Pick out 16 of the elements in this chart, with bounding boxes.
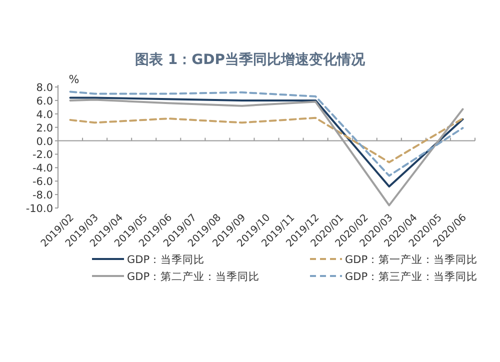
y-tick-label: 0.0: [36, 136, 53, 148]
y-tick-label: 2.0: [36, 122, 53, 134]
y-tick-label: -4.0: [32, 162, 53, 175]
y-tick-label: 8.0: [36, 82, 53, 94]
legend-label: GDP：第三产业：当季同比: [345, 270, 478, 283]
chart-title: 图表 1：GDP当季同比增速变化情况: [135, 51, 366, 68]
y-tick-label: -10.0: [26, 203, 53, 215]
y-tick-label: 4.0: [36, 108, 53, 121]
y-tick-label: -6.0: [32, 176, 53, 188]
y-tick-label: -8.0: [32, 190, 53, 202]
legend-label: GDP：第一产业：当季同比: [345, 253, 478, 266]
y-axis-title: %: [68, 73, 80, 86]
y-tick-label: -2.0: [32, 149, 53, 162]
legend-label: GDP：当季同比: [127, 253, 205, 266]
legend-label: GDP：第二产业：当季同比: [127, 270, 260, 283]
y-tick-label: 6.0: [36, 95, 53, 108]
